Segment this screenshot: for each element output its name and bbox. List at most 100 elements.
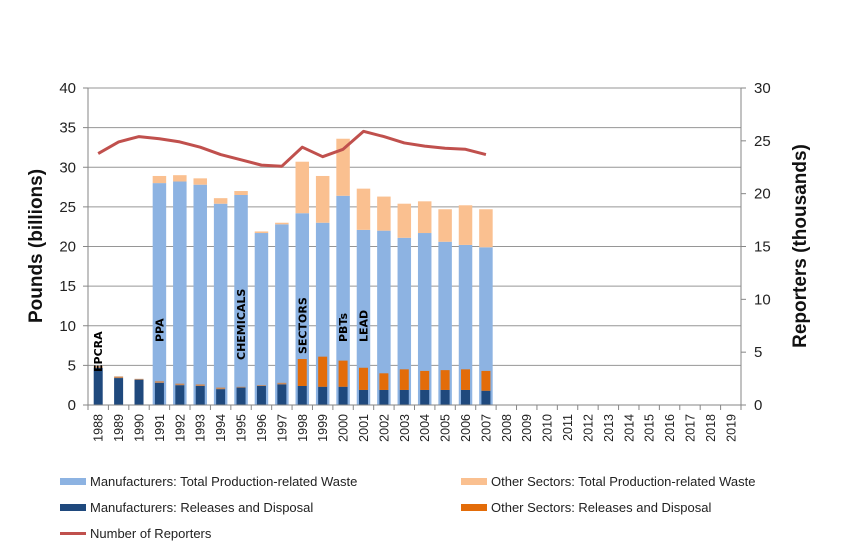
- legend-swatch: [60, 478, 86, 485]
- bar-mfr-releases: [399, 389, 409, 405]
- y-tick-label: 5: [68, 357, 76, 374]
- x-tick-label: 1996: [255, 414, 269, 442]
- y2-tick-label: 10: [754, 291, 771, 308]
- x-tick-label: 1992: [173, 414, 187, 442]
- bar-mfr-total: [377, 230, 391, 405]
- bar-mfr-releases: [195, 385, 205, 405]
- annotation-label: EPCRA: [92, 331, 105, 372]
- legend-swatch: [60, 532, 86, 535]
- y2-tick-label: 30: [754, 80, 771, 97]
- x-tick-label: 2015: [643, 414, 657, 442]
- x-tick-label: 2003: [398, 414, 412, 442]
- y-tick-label: 20: [59, 239, 76, 256]
- legend-label: Other Sectors: Total Production-related …: [491, 474, 756, 489]
- axes: 0 5 10 15 20 25 30 35 40 0 5 10 15 20 25 30 1988 1989 1990…: [59, 80, 770, 442]
- x-tick-label: 1990: [133, 414, 147, 442]
- x-tick-label: 1994: [214, 414, 228, 442]
- x-tick-label: 2002: [377, 414, 391, 442]
- bar-mfr-total: [458, 244, 473, 405]
- x-tick-label: 1991: [153, 414, 167, 442]
- x-tick-label: 2010: [541, 414, 555, 442]
- bar-mfr-total: [152, 183, 167, 405]
- legend-item-other-releases: Other Sectors: Releases and Disposal: [461, 500, 711, 515]
- bar-other-releases: [318, 356, 328, 387]
- bar-other-total: [254, 231, 269, 234]
- bar-mfr-total: [213, 203, 228, 405]
- bar-mfr-total: [234, 194, 248, 405]
- legend-label: Number of Reporters: [90, 526, 212, 541]
- legend-swatch: [60, 504, 86, 511]
- bar-mfr-total: [336, 195, 350, 405]
- bar-mfr-releases: [175, 385, 185, 405]
- bar-mfr-total: [417, 233, 432, 405]
- bar-other-total: [356, 188, 371, 230]
- x-tick-label: 1997: [275, 414, 289, 442]
- y-tick-label: 15: [59, 278, 76, 295]
- bar-other-releases: [379, 373, 389, 390]
- bar-mfr-total: [397, 237, 412, 405]
- y2-tick-label: 20: [754, 186, 771, 203]
- bar-mfr-releases: [134, 379, 144, 405]
- annotation-label: PPA: [153, 318, 166, 342]
- bar-other-releases: [358, 367, 368, 390]
- bars: [93, 138, 493, 405]
- y2-axis-title: Reporters (thousands): [790, 144, 811, 348]
- x-tick-label: 2012: [581, 414, 595, 442]
- bar-other-total: [173, 175, 187, 182]
- bar-other-total: [438, 209, 452, 242]
- bar-other-total: [458, 205, 473, 245]
- bar-other-releases: [297, 359, 307, 386]
- bar-mfr-releases: [358, 389, 368, 405]
- bar-mfr-releases: [338, 386, 348, 405]
- bar-mfr-releases: [379, 389, 389, 405]
- bar-mfr-releases: [297, 385, 307, 405]
- y2-tick-label: 0: [754, 397, 762, 414]
- y2-tick-label: 15: [754, 239, 771, 256]
- x-tick-label: 1993: [194, 414, 208, 442]
- bar-mfr-releases: [277, 384, 287, 405]
- legend-swatch: [461, 478, 487, 485]
- x-tick-label: 2006: [459, 414, 473, 442]
- x-tick-label: 2019: [724, 414, 738, 442]
- bar-other-total: [193, 178, 207, 185]
- x-tick-label: 2008: [500, 414, 514, 442]
- bar-other-total: [295, 161, 310, 214]
- x-tick-label: 2011: [561, 414, 575, 441]
- legend-item-mfr-releases: Manufacturers: Releases and Disposal: [60, 500, 313, 515]
- bar-other-releases: [399, 369, 409, 390]
- y2-tick-label: 25: [754, 133, 771, 150]
- reporters-line: [97, 129, 487, 168]
- bar-other-releases: [93, 366, 103, 368]
- bar-mfr-total: [193, 184, 207, 405]
- x-tick-label: 1988: [92, 414, 106, 442]
- bar-other-releases: [134, 378, 144, 380]
- bar-mfr-total: [295, 213, 310, 405]
- bar-other-releases: [440, 370, 450, 390]
- bar-mfr-releases: [420, 389, 430, 405]
- bar-other-releases: [461, 369, 471, 390]
- bar-mfr-releases: [481, 390, 491, 405]
- bar-other-releases: [236, 386, 246, 388]
- bar-mfr-releases: [114, 378, 124, 405]
- x-tick-label: 2000: [337, 414, 351, 442]
- x-tick-label: 2016: [663, 414, 677, 442]
- bar-other-total: [234, 191, 248, 195]
- bar-other-releases: [114, 376, 124, 379]
- x-tick-label: 2013: [602, 414, 616, 442]
- legend-item-other-total: Other Sectors: Total Production-related …: [461, 474, 755, 489]
- x-tick-label: 1999: [316, 414, 330, 442]
- legend-label: Other Sectors: Releases and Disposal: [491, 500, 712, 515]
- y-tick-label: 40: [59, 80, 76, 97]
- bar-other-releases: [481, 370, 491, 391]
- bar-mfr-releases: [154, 382, 164, 405]
- legend-item-reporters: Number of Reporters: [60, 526, 211, 541]
- bar-mfr-total: [275, 224, 289, 405]
- y-tick-label: 0: [68, 397, 76, 414]
- y-axis-title: Pounds (billions): [26, 169, 47, 323]
- bar-mfr-releases: [93, 367, 103, 405]
- legend-item-mfr-total: Manufacturers: Total Production-related …: [60, 474, 357, 489]
- bar-mfr-releases: [318, 386, 328, 405]
- annotations: EPCRA PPA CHEMICALS SECTORS PBTs LEAD: [92, 289, 370, 372]
- x-tick-label: 2001: [357, 414, 371, 442]
- reporters-line-group: [97, 129, 487, 168]
